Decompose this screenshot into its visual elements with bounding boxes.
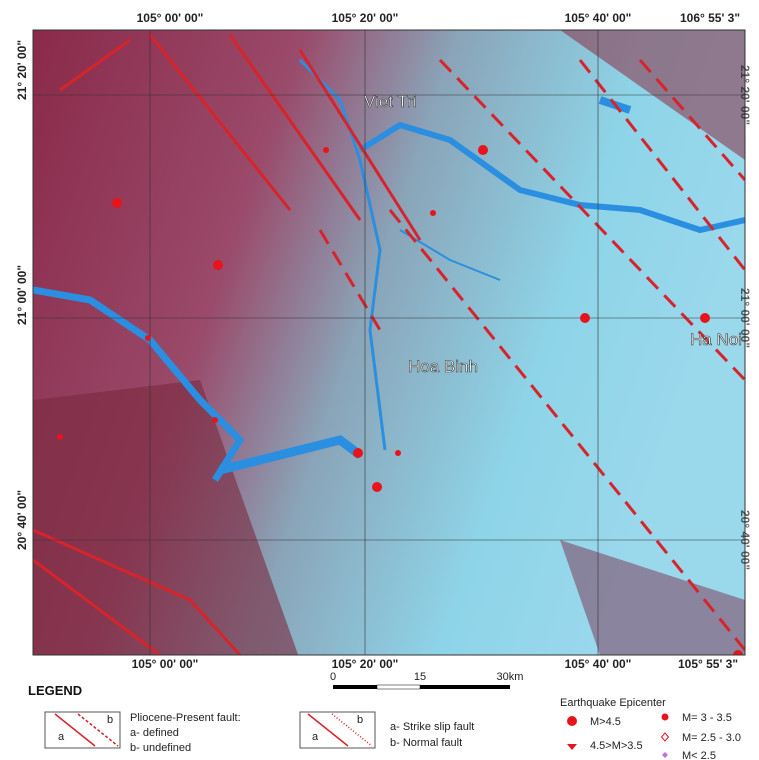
legend-text: M= 3 - 3.5: [682, 712, 732, 724]
coord-label: 105° 00' 00": [132, 657, 199, 671]
fault-type-legend: a b a- Strike slip fault b- Normal fault: [300, 712, 474, 749]
coord-label: 105° 40' 00": [565, 11, 632, 25]
epicenter-legend: Earthquake Epicenter M>4.5 4.5>M>3.5 M= …: [560, 697, 741, 760]
legend-text: Earthquake Epicenter: [560, 697, 666, 709]
left-coordinates: 21° 20' 00" 21° 00' 00" 20° 40' 00": [15, 40, 29, 550]
scale-label: 15: [414, 671, 426, 683]
coord-label: 21° 20' 00": [738, 65, 752, 125]
map-page: Viet Tri Hoa Binh Ha Noi 105° 00' 00" 10…: [0, 0, 759, 760]
coord-label: 20° 40' 00": [15, 490, 29, 550]
coord-label: 105° 20' 00": [332, 657, 399, 671]
box-label: a: [312, 731, 319, 743]
coord-label: 105° 00' 00": [137, 11, 204, 25]
coord-label: 105° 55' 3": [678, 657, 738, 671]
satellite-image: Viet Tri Hoa Binh Ha Noi: [33, 30, 745, 660]
legend-text: a- defined: [130, 727, 179, 739]
box-label: a: [58, 731, 65, 743]
fault-legend: a b Pliocene-Present fault: a- defined b…: [45, 712, 241, 754]
coord-label: 106° 55' 3": [680, 11, 740, 25]
legend-text: M= 2.5 - 3.0: [682, 732, 741, 744]
scale-label: 0: [330, 671, 336, 683]
scale-bar: 0 15 30km: [330, 671, 524, 689]
coord-label: 21° 00' 00": [738, 288, 752, 348]
place-label: Hoa Binh: [408, 357, 478, 376]
coord-label: 105° 40' 00": [565, 657, 632, 671]
top-coordinates: 105° 00' 00" 105° 20' 00" 105° 40' 00" 1…: [137, 11, 740, 25]
place-label: Ha Noi: [690, 330, 742, 349]
legend-title: LEGEND: [28, 683, 82, 698]
legend-text: b- undefined: [130, 742, 191, 754]
box-label: b: [107, 714, 113, 726]
coord-label: 21° 20' 00": [15, 40, 29, 100]
legend-text: 4.5>M>3.5: [590, 740, 643, 752]
box-label: b: [357, 714, 363, 726]
place-label: Viet Tri: [364, 92, 417, 111]
legend-text: b- Normal fault: [390, 737, 462, 749]
legend-text: M< 2.5: [682, 750, 716, 760]
legend-text: M>4.5: [590, 716, 621, 728]
coord-label: 20° 40' 00": [738, 510, 752, 570]
scale-label: 30km: [497, 671, 524, 683]
coord-label: 21° 00' 00": [15, 265, 29, 325]
legend-text: Pliocene-Present fault:: [130, 712, 241, 724]
legend-text: a- Strike slip fault: [390, 721, 474, 733]
coord-label: 105° 20' 00": [332, 11, 399, 25]
bottom-coordinates: 105° 00' 00" 105° 20' 00" 105° 40' 00" 1…: [132, 657, 738, 671]
